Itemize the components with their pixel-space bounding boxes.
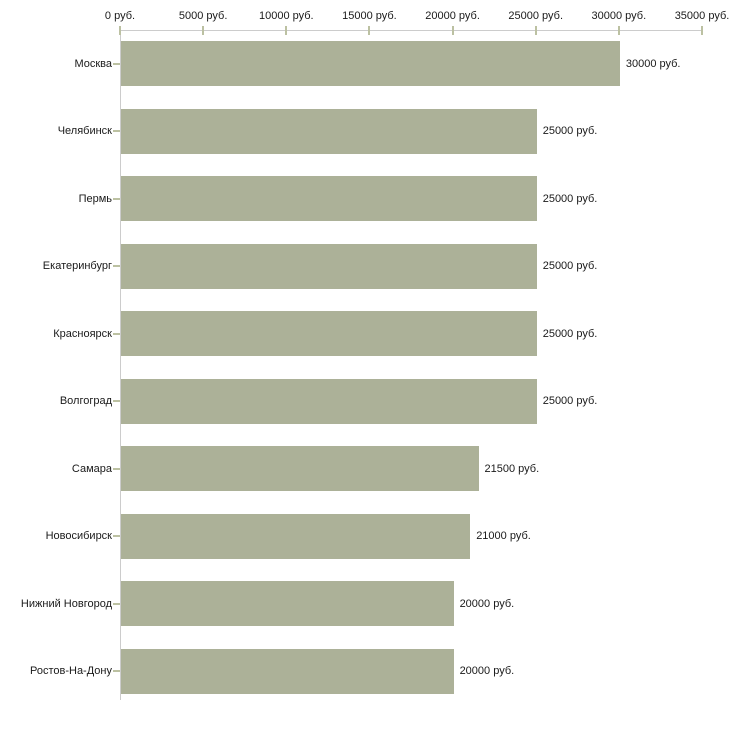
bar-value-label: 21500 руб. xyxy=(484,462,540,475)
category-tick-mark xyxy=(113,265,120,268)
category-label: Волгоград xyxy=(59,395,112,408)
x-axis-line xyxy=(120,30,703,31)
x-tick-mark xyxy=(119,26,121,35)
x-tick-label: 10000 руб. xyxy=(258,10,314,22)
x-tick-mark xyxy=(368,26,371,35)
category-tick-mark xyxy=(113,670,120,673)
category-label: Пермь xyxy=(78,192,112,205)
category-tick-mark xyxy=(113,197,120,200)
bar-value-label: 25000 руб. xyxy=(542,260,598,273)
x-tick-label: 15000 руб. xyxy=(342,10,397,22)
category-tick-mark xyxy=(113,130,120,133)
bar xyxy=(121,378,537,424)
bar-value-label: 25000 руб. xyxy=(542,395,598,408)
category-label: Новосибирск xyxy=(45,530,112,543)
category-tick-mark xyxy=(113,535,120,538)
y-axis-line xyxy=(120,30,121,700)
category-label: Москва xyxy=(74,57,112,70)
category-tick-mark xyxy=(113,467,120,470)
category-tick-mark xyxy=(113,602,120,605)
x-tick-label: 20000 руб. xyxy=(425,10,480,22)
x-tick-mark xyxy=(701,26,703,35)
bar-value-label: 20000 руб. xyxy=(459,597,515,610)
category-label: Самара xyxy=(71,462,112,475)
bar-value-label: 25000 руб. xyxy=(542,192,598,205)
bar-value-label: 25000 руб. xyxy=(542,125,598,138)
x-tick-mark xyxy=(285,26,288,35)
x-tick-label: 30000 руб. xyxy=(591,10,647,22)
bar xyxy=(121,648,454,694)
x-tick-label: 5000 руб. xyxy=(178,10,228,22)
category-tick-mark xyxy=(113,62,120,65)
bar xyxy=(121,41,620,87)
x-tick-label: 0 руб. xyxy=(104,10,136,22)
x-tick-label: 25000 руб. xyxy=(508,10,564,22)
x-tick-mark xyxy=(617,26,620,35)
bar xyxy=(121,108,537,154)
category-label: Ростов-На-Дону xyxy=(29,665,112,678)
bar-value-label: 25000 руб. xyxy=(542,327,598,340)
category-label: Красноярск xyxy=(53,327,112,340)
category-tick-mark xyxy=(113,332,120,335)
bar xyxy=(121,311,537,357)
x-tick-mark xyxy=(534,26,537,35)
bar-value-label: 20000 руб. xyxy=(459,665,515,678)
bar xyxy=(121,176,537,222)
category-label: Нижний Новгород xyxy=(20,597,112,610)
category-tick-mark xyxy=(113,400,120,403)
category-label: Екатеринбург xyxy=(42,260,112,273)
x-tick-mark xyxy=(202,26,205,35)
bar-value-label: 21000 руб. xyxy=(476,530,531,543)
bar xyxy=(121,243,537,289)
bar xyxy=(121,446,479,492)
bar-value-label: 30000 руб. xyxy=(625,57,681,70)
x-tick-mark xyxy=(451,26,454,35)
category-label: Челябинск xyxy=(57,125,112,138)
bar xyxy=(121,513,471,559)
bar xyxy=(121,581,454,627)
x-tick-label: 35000 руб. xyxy=(674,10,730,22)
